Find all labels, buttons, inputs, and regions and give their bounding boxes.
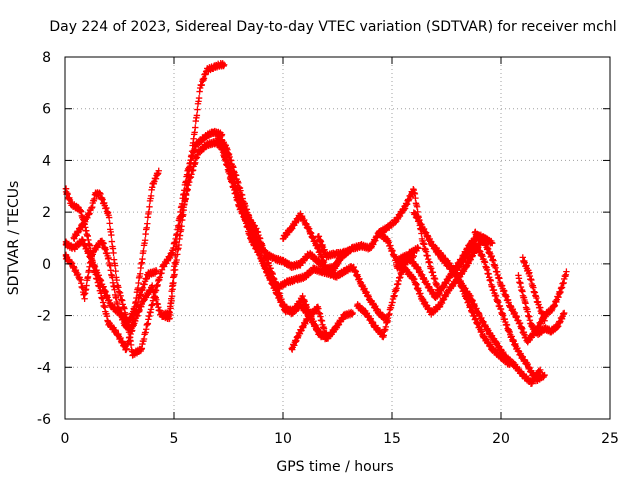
x-tick-label: 0 bbox=[61, 431, 70, 447]
data-point-marker bbox=[110, 249, 117, 257]
y-tick-label: -2 bbox=[37, 309, 51, 325]
data-point-marker bbox=[141, 237, 149, 244]
data-point-marker bbox=[81, 295, 88, 302]
data-series bbox=[288, 303, 356, 353]
data-point-marker bbox=[133, 294, 140, 302]
data-point-marker bbox=[171, 266, 179, 273]
data-point-marker bbox=[192, 124, 199, 131]
data-point-marker bbox=[173, 256, 180, 264]
data-series bbox=[515, 272, 568, 339]
data-point-marker bbox=[563, 268, 570, 275]
chart-title: Day 224 of 2023, Sidereal Day-to-day VTE… bbox=[49, 19, 616, 35]
data-point-marker bbox=[113, 276, 120, 284]
data-series bbox=[519, 254, 548, 324]
data-point-marker bbox=[186, 162, 194, 170]
data-point-marker bbox=[146, 203, 153, 210]
x-axis-label: GPS time / hours bbox=[276, 459, 393, 475]
data-point-marker bbox=[349, 309, 356, 317]
data-point-marker bbox=[108, 231, 115, 239]
data-point-marker bbox=[106, 220, 113, 227]
data-point-marker bbox=[414, 245, 422, 252]
data-points bbox=[62, 60, 570, 388]
data-point-marker bbox=[489, 239, 496, 247]
x-tick-label: 25 bbox=[601, 431, 619, 447]
y-tick-label: 0 bbox=[42, 257, 51, 273]
data-point-marker bbox=[170, 279, 177, 287]
data-point-marker bbox=[111, 262, 119, 269]
data-point-marker bbox=[144, 220, 151, 227]
data-point-marker bbox=[112, 267, 119, 275]
x-tick-label: 20 bbox=[492, 431, 510, 447]
y-tick-label: -4 bbox=[37, 360, 51, 376]
data-point-marker bbox=[178, 223, 185, 230]
y-tick-label: 6 bbox=[42, 102, 51, 118]
y-tick-label: 2 bbox=[42, 205, 51, 221]
data-point-marker bbox=[137, 270, 144, 277]
data-point-marker bbox=[139, 255, 146, 263]
data-point-marker bbox=[537, 366, 544, 374]
axis-ticks: 0 5 10 15 20 25 -6 -4 -2 0 2 4 6 8 bbox=[37, 50, 619, 447]
data-point-marker bbox=[184, 177, 192, 184]
data-series bbox=[314, 228, 417, 266]
data-point-marker bbox=[182, 196, 189, 203]
data-point-marker bbox=[195, 94, 203, 102]
y-tick-label: 4 bbox=[42, 153, 51, 169]
x-tick-label: 15 bbox=[383, 431, 401, 447]
data-point-marker bbox=[220, 61, 228, 68]
data-point-marker bbox=[193, 112, 201, 119]
data-point-marker bbox=[153, 268, 160, 275]
data-point-marker bbox=[194, 106, 201, 113]
data-series bbox=[70, 138, 232, 359]
x-tick-label: 5 bbox=[170, 431, 179, 447]
data-point-marker bbox=[541, 317, 548, 324]
plot-frame bbox=[64, 56, 611, 420]
data-point-marker bbox=[105, 214, 113, 221]
data-series bbox=[279, 210, 391, 326]
data-point-marker bbox=[147, 192, 155, 200]
data-point-marker bbox=[175, 241, 183, 249]
data-point-marker bbox=[180, 206, 188, 214]
data-point-marker bbox=[168, 293, 176, 300]
data-point-marker bbox=[166, 311, 174, 319]
data-point-marker bbox=[83, 282, 90, 289]
data-point-marker bbox=[541, 371, 548, 379]
y-tick-label: -6 bbox=[37, 412, 51, 428]
data-point-marker bbox=[561, 309, 568, 317]
data-point-marker bbox=[188, 148, 196, 155]
y-axis-label: SDTVAR / TECUs bbox=[6, 181, 22, 296]
data-series bbox=[454, 239, 548, 385]
data-series bbox=[159, 60, 228, 323]
data-point-marker bbox=[155, 167, 162, 174]
data-series bbox=[432, 244, 544, 388]
x-tick-label: 10 bbox=[274, 431, 292, 447]
y-tick-label: 8 bbox=[42, 50, 51, 66]
data-point-marker bbox=[140, 247, 147, 255]
